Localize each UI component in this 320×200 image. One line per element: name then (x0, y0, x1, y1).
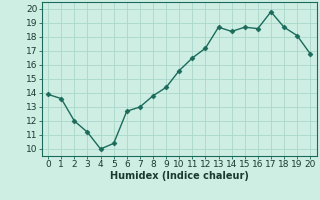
X-axis label: Humidex (Indice chaleur): Humidex (Indice chaleur) (110, 171, 249, 181)
